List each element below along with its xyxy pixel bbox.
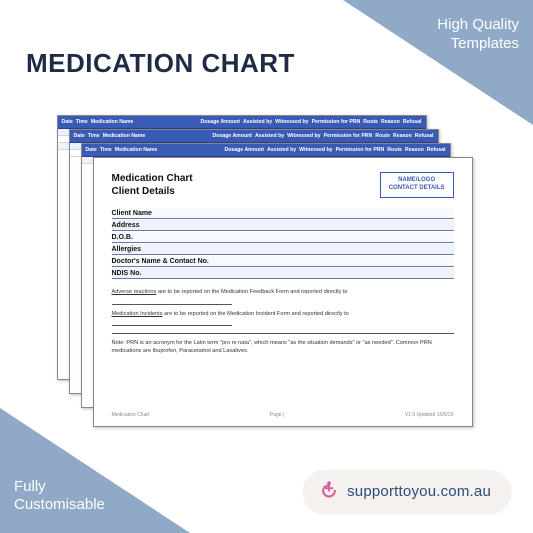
blank-line bbox=[112, 325, 232, 326]
note-prn: Note: PRN is an acronym for the Latin te… bbox=[112, 340, 454, 356]
field-row: Client Name bbox=[112, 208, 454, 219]
logo-line2: CONTACT DETAILS bbox=[389, 185, 445, 193]
front-title-2: Client Details bbox=[112, 185, 193, 198]
col-medname: Medication Name bbox=[91, 119, 198, 125]
website-pill[interactable]: supporttoyou.com.au bbox=[303, 470, 511, 513]
field-row: Doctor's Name & Contact No. bbox=[112, 256, 454, 267]
front-title-1: Medication Chart bbox=[112, 172, 193, 185]
footer-center: Page | bbox=[270, 412, 284, 418]
blank-line bbox=[112, 304, 232, 305]
blank-line bbox=[112, 328, 454, 334]
logo-line1: NAME/LOGO bbox=[389, 177, 445, 185]
field-row: Address bbox=[112, 220, 454, 231]
field-row: D.O.B. bbox=[112, 232, 454, 243]
table-header-row: Date Time Medication Name Dosage Amount … bbox=[70, 130, 438, 143]
document-stack: Date Time Medication Name Dosage Amount … bbox=[57, 115, 477, 435]
logo-placeholder: NAME/LOGO CONTACT DETAILS bbox=[380, 172, 454, 198]
note-incidents: Medication Incidents are to be reported … bbox=[112, 311, 454, 335]
front-notes: Adverse reactions are to be reported on … bbox=[112, 289, 454, 356]
col-dosage: Dosage Amount bbox=[200, 119, 240, 125]
field-row: NDIS No. bbox=[112, 268, 454, 279]
top-right-caption: High Quality Templates bbox=[437, 16, 519, 54]
note-adverse: Adverse reactions are to be reported on … bbox=[112, 289, 454, 305]
doc-page-front: Medication Chart Client Details NAME/LOG… bbox=[93, 157, 473, 427]
client-fields: Client Name Address D.O.B. Allergies Doc… bbox=[112, 208, 454, 279]
top-right-line1: High Quality bbox=[437, 16, 519, 35]
accessibility-icon bbox=[319, 479, 339, 504]
col-date: Date bbox=[62, 119, 73, 125]
front-titles: Medication Chart Client Details bbox=[112, 172, 193, 198]
table-header-row: Date Time Medication Name Dosage Amount … bbox=[82, 144, 450, 157]
col-assisted: Assisted by bbox=[243, 119, 272, 125]
bottom-left-line2: Customisable bbox=[14, 496, 105, 515]
website-url: supporttoyou.com.au bbox=[347, 483, 491, 500]
page-title: MEDICATION CHART bbox=[26, 48, 295, 79]
front-header: Medication Chart Client Details NAME/LOG… bbox=[112, 172, 454, 198]
top-right-line2: Templates bbox=[437, 35, 519, 54]
bottom-left-line1: Fully bbox=[14, 478, 105, 497]
bottom-left-caption: Fully Customisable bbox=[14, 478, 105, 516]
col-time: Time bbox=[76, 119, 88, 125]
footer-right: V1.0 Updated 10/6/20 bbox=[405, 412, 454, 418]
field-row: Allergies bbox=[112, 244, 454, 255]
col-witnessed: Witnessed by bbox=[275, 119, 308, 125]
